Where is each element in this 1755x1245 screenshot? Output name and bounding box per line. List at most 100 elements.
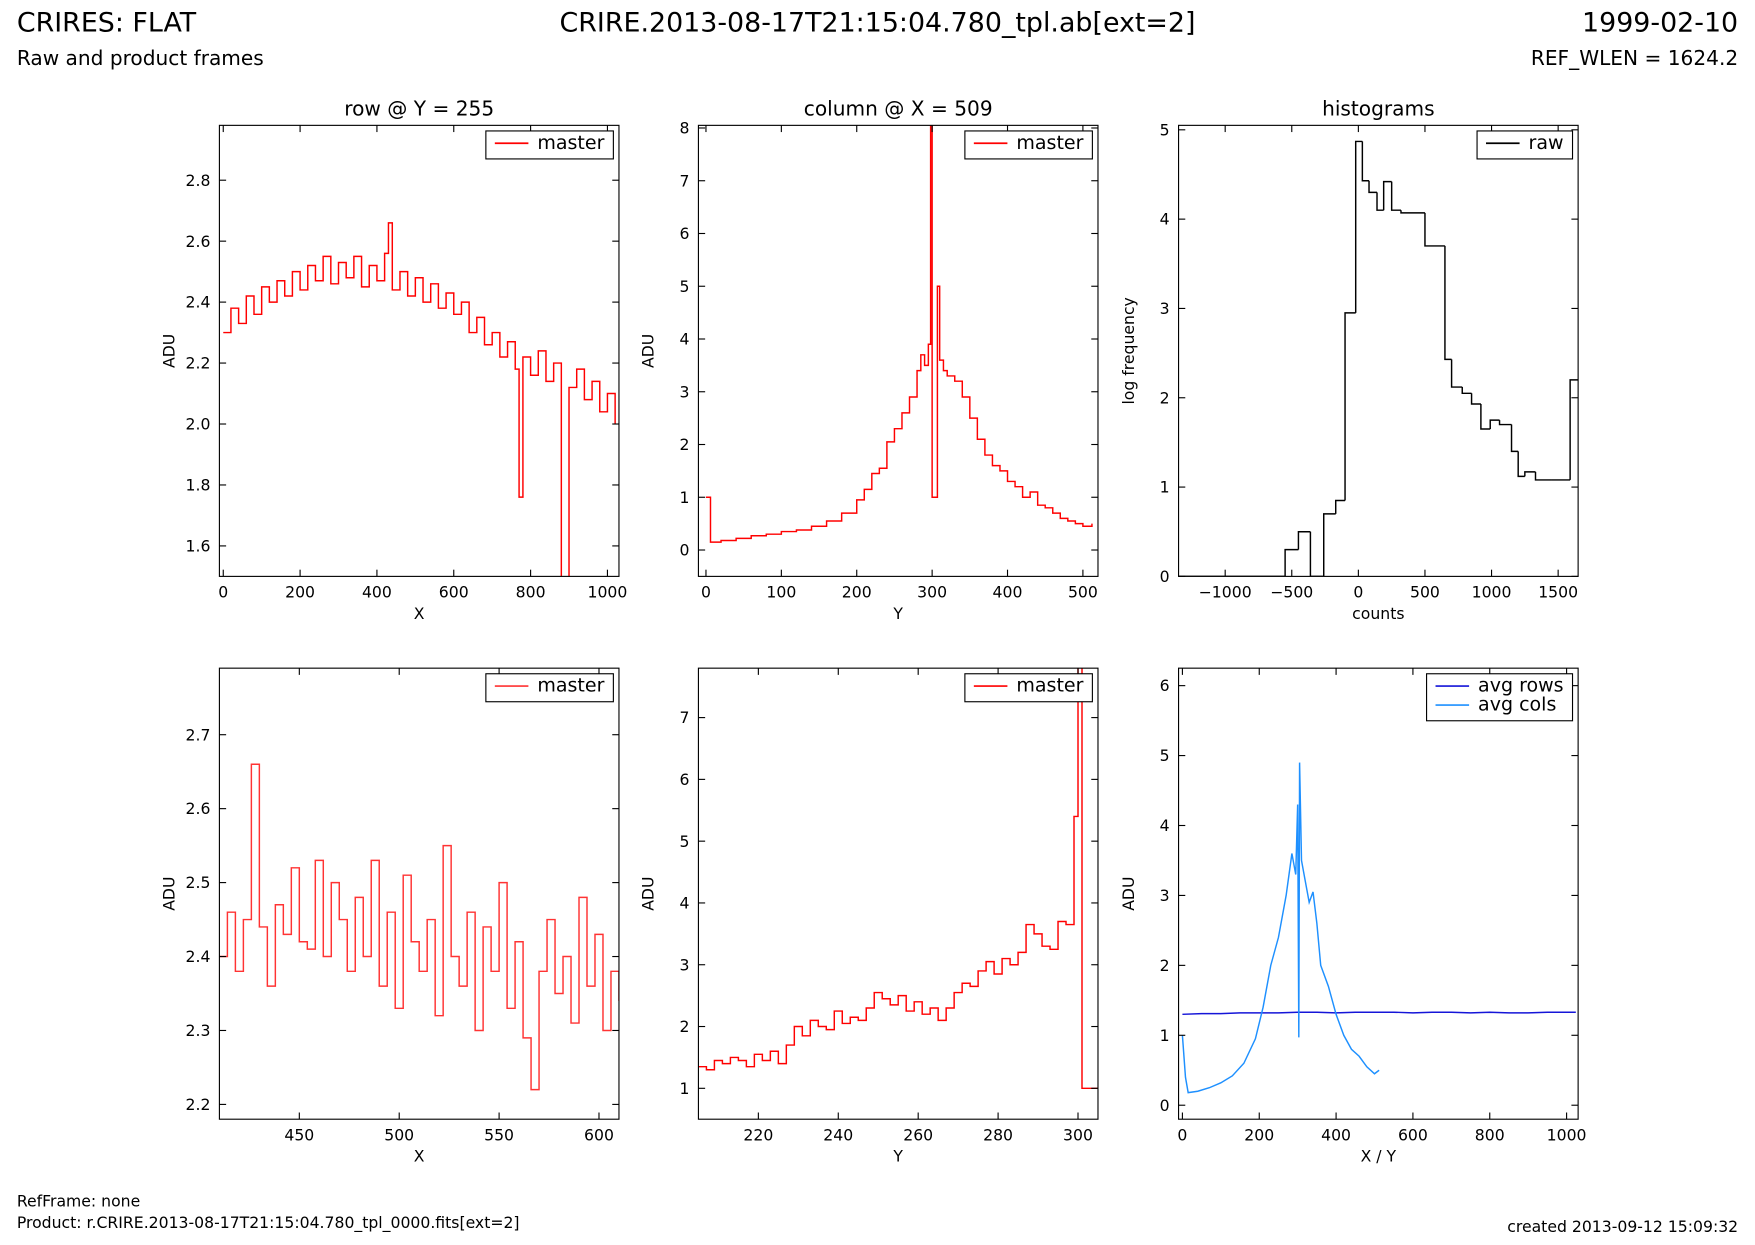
x-axis-label: Y xyxy=(892,1147,903,1166)
plot-area xyxy=(219,763,619,1091)
y-tick-label: 1.6 xyxy=(186,537,211,556)
y-axis-label: ADU xyxy=(160,877,179,911)
chart-title: histograms xyxy=(1322,96,1435,120)
y-axis-label: ADU xyxy=(639,334,658,368)
y-tick-label: 0 xyxy=(680,541,690,560)
y-tick-label: 1 xyxy=(680,488,690,507)
histogram-bin xyxy=(1368,180,1378,194)
plot-area xyxy=(1178,140,1579,577)
y-tick-label: 8 xyxy=(680,119,690,138)
legend-box xyxy=(1426,673,1574,722)
x-tick-label: 260 xyxy=(903,1125,933,1144)
histogram-bin xyxy=(1334,499,1346,514)
legend: master xyxy=(964,130,1093,160)
x-axis-label: X xyxy=(414,604,425,623)
series-line xyxy=(1181,762,1380,1094)
axes-frame xyxy=(1178,124,1579,577)
y-tick-label: 0 xyxy=(1160,567,1170,586)
x-tick-label: 400 xyxy=(1321,1125,1351,1144)
legend: master xyxy=(485,673,614,703)
y-tick-label: 2 xyxy=(680,1017,690,1036)
x-tick-label: 1000 xyxy=(1547,1125,1587,1144)
x-tick-label: 500 xyxy=(384,1125,414,1144)
x-tick-label: 200 xyxy=(842,583,872,602)
x-tick-label: 800 xyxy=(516,583,546,602)
histogram-bin xyxy=(1376,192,1384,211)
y-tick-label: 3 xyxy=(1160,299,1170,318)
y-axis-label: ADU xyxy=(1119,877,1138,911)
histogram-bin xyxy=(1489,419,1500,430)
histogram-bin xyxy=(1569,379,1579,480)
y-tick-label: 2.4 xyxy=(186,293,211,312)
series-line xyxy=(705,125,1093,543)
legend-box xyxy=(485,673,614,703)
y-tick-label: 2.7 xyxy=(186,725,211,744)
axes-frame xyxy=(1178,667,1579,1120)
legend-box xyxy=(964,673,1093,703)
x-tick-label: −500 xyxy=(1270,583,1313,602)
histogram-bin xyxy=(1323,513,1336,577)
x-tick-label: 500 xyxy=(1410,583,1440,602)
x-tick-label: 0 xyxy=(1177,1125,1187,1144)
histogram-bin xyxy=(1354,140,1363,313)
y-tick-label: 1 xyxy=(1160,1026,1170,1045)
y-axis-label: log frequency xyxy=(1119,297,1138,404)
y-tick-label: 7 xyxy=(680,171,690,190)
y-tick-label: 4 xyxy=(680,894,690,913)
legend-box xyxy=(1476,130,1574,160)
x-tick-label: 200 xyxy=(285,583,315,602)
x-tick-label: 220 xyxy=(743,1125,773,1144)
axes-frame xyxy=(218,667,620,1120)
legend-label: master xyxy=(537,675,604,697)
y-tick-label: 3 xyxy=(1160,886,1170,905)
y-tick-label: 1 xyxy=(680,1079,690,1098)
histogram-bin xyxy=(1344,312,1356,501)
x-tick-label: 500 xyxy=(1068,583,1098,602)
histogram-bin xyxy=(1284,548,1299,577)
x-tick-label: 400 xyxy=(362,583,392,602)
histogram-bin xyxy=(1534,471,1552,481)
x-tick-label: 300 xyxy=(1063,1125,1093,1144)
y-tick-label: 2.3 xyxy=(186,1021,211,1040)
x-tick-label: 1000 xyxy=(1472,583,1512,602)
axes-frame xyxy=(697,124,1099,577)
histogram-bin xyxy=(1480,404,1491,430)
x-tick-label: 240 xyxy=(823,1125,853,1144)
legend-label: avg rows xyxy=(1478,675,1564,697)
x-tick-label: 300 xyxy=(917,583,947,602)
x-tick-label: 600 xyxy=(439,583,469,602)
x-tick-label: 0 xyxy=(218,583,228,602)
legend-label: avg cols xyxy=(1478,694,1556,716)
histogram-bin xyxy=(1461,387,1472,395)
y-tick-label: 2.5 xyxy=(186,873,211,892)
y-tick-label: 6 xyxy=(680,770,690,789)
x-tick-label: 1000 xyxy=(588,583,628,602)
y-tick-label: 2.2 xyxy=(186,1095,211,1114)
y-tick-label: 7 xyxy=(680,708,690,727)
legend-box xyxy=(485,130,614,160)
x-tick-label: 100 xyxy=(766,583,796,602)
page-title: CRIRES: FLAT xyxy=(17,7,197,38)
histogram-bin xyxy=(1444,245,1452,361)
y-tick-label: 5 xyxy=(1160,120,1170,139)
x-axis-label: X xyxy=(414,1147,425,1166)
legend-label: raw xyxy=(1529,132,1564,154)
y-tick-label: 2 xyxy=(1160,956,1170,975)
created: created 2013-09-12 15:09:32 xyxy=(1507,1217,1738,1236)
plot-area xyxy=(1181,762,1576,1094)
y-axis-label: ADU xyxy=(160,334,179,368)
histogram-bin xyxy=(1510,424,1519,453)
chart-title: row @ Y = 255 xyxy=(344,96,494,120)
x-axis-label: counts xyxy=(1352,604,1404,623)
legend-label: master xyxy=(1016,132,1083,154)
product: Product: r.CRIRE.2013-08-17T21:15:04.780… xyxy=(17,1213,520,1233)
chart-title: column @ X = 509 xyxy=(804,96,993,120)
histogram-bin xyxy=(1470,393,1481,405)
histogram-bin xyxy=(1424,212,1445,247)
x-tick-label: 280 xyxy=(983,1125,1013,1144)
x-tick-label: 600 xyxy=(584,1125,614,1144)
y-tick-label: 4 xyxy=(1160,210,1170,229)
y-tick-label: 2 xyxy=(680,435,690,454)
x-axis-label: Y xyxy=(892,604,903,623)
